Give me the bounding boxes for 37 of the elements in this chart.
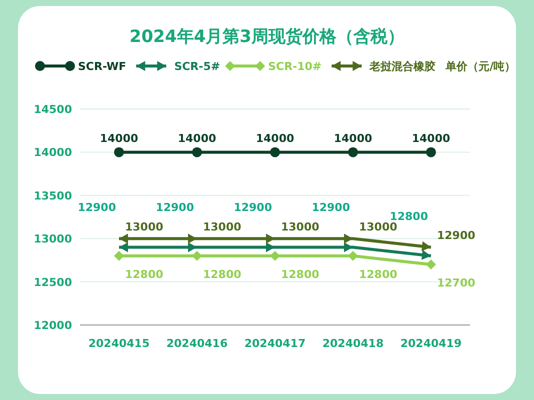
x-tick-label: 20240415	[88, 337, 150, 350]
data-label: 14000	[412, 132, 450, 146]
data-label: 12700	[437, 276, 476, 290]
data-label: 13000	[281, 220, 320, 234]
y-tick-label: 13500	[34, 189, 72, 202]
data-label: 12900	[234, 201, 272, 214]
y-tick-label: 12000	[34, 319, 72, 332]
data-label: 12800	[359, 268, 398, 281]
data-label: 12900	[156, 201, 194, 214]
data-label: 12800	[203, 268, 242, 281]
data-label: 14000	[256, 132, 294, 146]
y-tick-label: 14000	[34, 146, 72, 160]
data-label: 12900	[78, 201, 116, 214]
data-label: 14000	[334, 132, 372, 146]
data-label: 14000	[178, 132, 216, 146]
chart-title: 2024年4月第3周现货价格（含税）	[130, 27, 404, 47]
data-label: 12800	[125, 268, 164, 281]
data-label: 13000	[359, 220, 398, 234]
data-label: 13000	[125, 220, 164, 234]
legend-label: SCR-5#	[174, 60, 220, 73]
data-label: 14000	[100, 132, 138, 146]
legend-label: SCR-10#	[268, 60, 322, 73]
data-label: 13000	[203, 220, 242, 234]
y-tick-label: 12500	[34, 276, 72, 289]
y-tick-label: 13000	[34, 232, 72, 246]
x-tick-label: 20240417	[244, 337, 306, 350]
y-axis-title: 单价（元/吨）	[444, 60, 516, 73]
x-tick-label: 20240416	[166, 337, 228, 350]
legend-label: SCR-WF	[78, 60, 126, 73]
x-tick-label: 20240418	[322, 337, 384, 350]
legend-label: 老挝混合橡胶	[368, 60, 436, 73]
data-label: 12900	[437, 229, 476, 242]
data-label: 12900	[312, 201, 350, 214]
data-label: 12800	[281, 268, 320, 281]
y-tick-label: 14500	[34, 103, 72, 116]
x-tick-label: 20240419	[400, 337, 462, 350]
data-label: 12800	[390, 210, 428, 223]
